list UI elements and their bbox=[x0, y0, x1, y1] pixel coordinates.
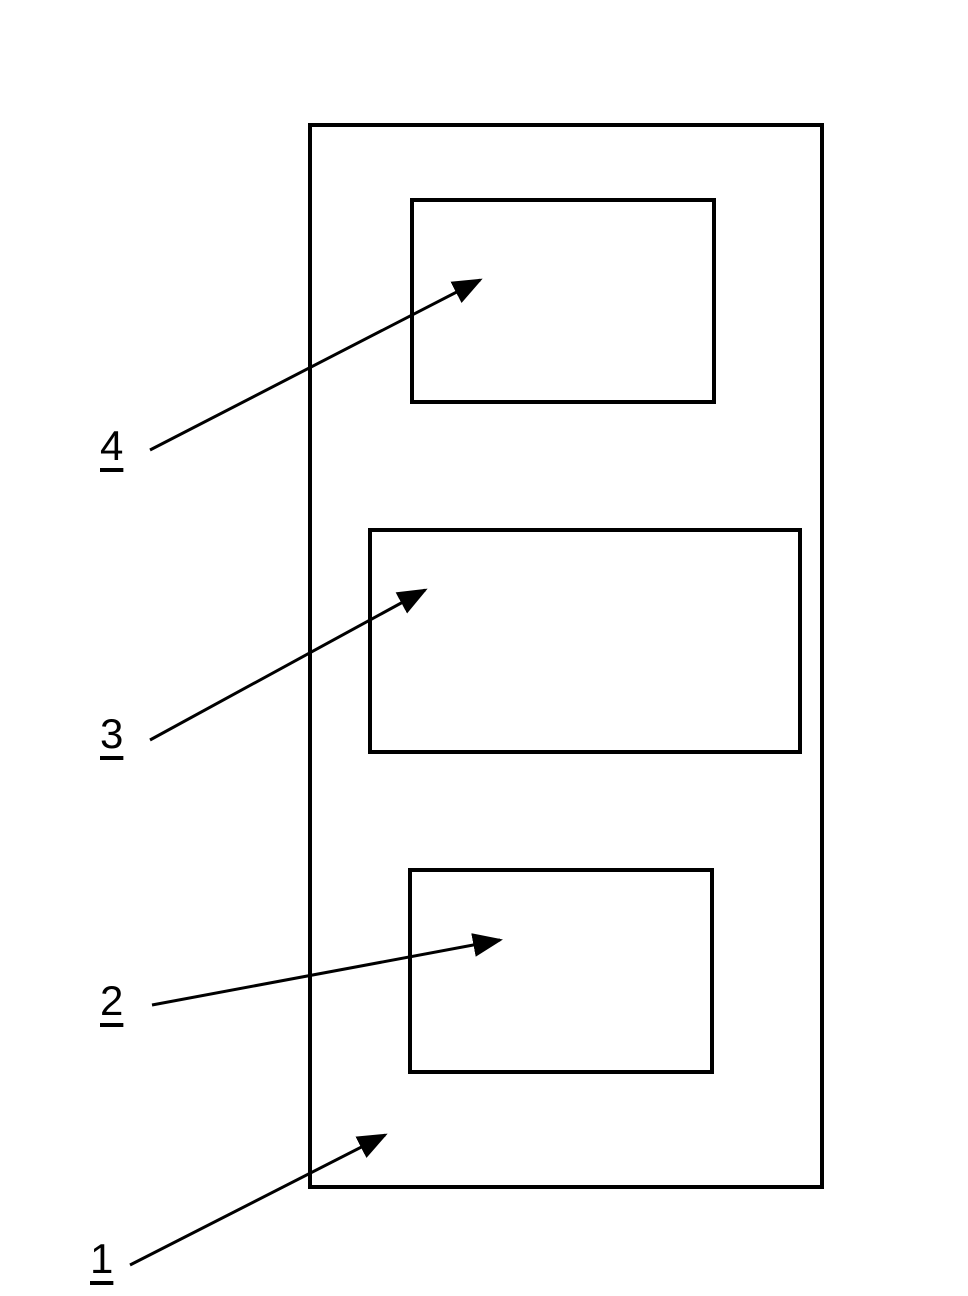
arrow_3 bbox=[150, 590, 425, 740]
label-2: 2 bbox=[100, 977, 123, 1025]
label-4: 4 bbox=[100, 422, 123, 470]
arrow_2 bbox=[152, 940, 500, 1005]
rect_top bbox=[412, 200, 714, 402]
rect_middle bbox=[370, 530, 800, 752]
rect_bottom bbox=[410, 870, 712, 1072]
label-1: 1 bbox=[90, 1235, 113, 1283]
arrows-group bbox=[130, 280, 500, 1265]
arrow_4 bbox=[150, 280, 480, 450]
outer-rectangle bbox=[310, 125, 822, 1187]
shapes-group bbox=[310, 125, 822, 1187]
label-3: 3 bbox=[100, 710, 123, 758]
diagram-container: 4 3 2 1 bbox=[0, 0, 968, 1296]
arrow_1 bbox=[130, 1135, 385, 1265]
diagram-svg bbox=[0, 0, 968, 1296]
